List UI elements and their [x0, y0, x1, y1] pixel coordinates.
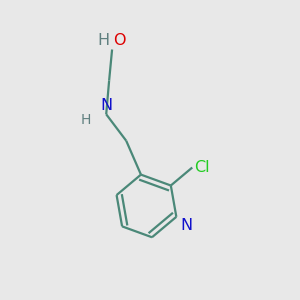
Text: H: H — [81, 112, 92, 127]
Text: H: H — [98, 33, 110, 48]
Text: N: N — [100, 98, 112, 113]
Text: O: O — [114, 33, 126, 48]
Text: Cl: Cl — [195, 160, 210, 175]
Text: N: N — [180, 218, 192, 233]
